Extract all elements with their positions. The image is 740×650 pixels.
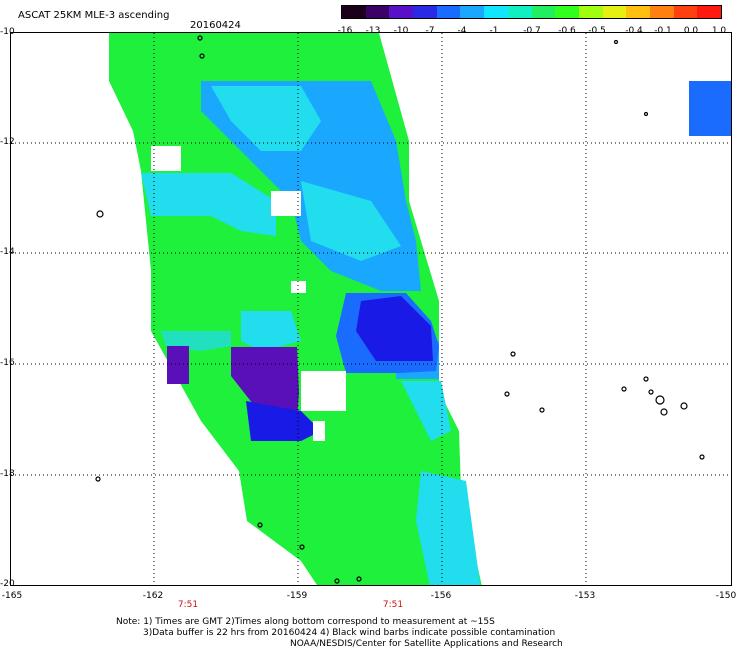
island-outline [197,35,203,41]
swath-cyan [141,173,276,236]
color-scale-tick: -10 [393,26,409,36]
lat-label: -10 [0,27,15,37]
color-scale-swatch [365,6,390,18]
island-outline [299,544,305,550]
color-scale-swatch [578,6,603,18]
color-scale-swatch [697,6,721,18]
time-label: 7:51 [382,600,404,610]
color-scale-swatch [460,6,485,18]
island-outline [96,210,104,218]
color-scale-swatch [484,6,508,18]
color-scale-swatch [649,6,674,18]
island-outline [504,391,510,397]
island-outline [648,389,654,395]
note-line-1: Note: 1) Times are GMT 2)Times along bot… [116,617,495,627]
color-scale-swatch [389,6,414,18]
lon-label: -165 [1,591,23,601]
lat-label: -14 [0,247,15,257]
color-scale-swatch [436,6,461,18]
color-scale-tick: -0.1 [654,26,672,36]
color-scale-swatch [531,6,556,18]
color-scale-swatch [413,6,437,18]
swath-blue-block [689,81,731,136]
swath-cyan [211,86,321,151]
data-gap [313,421,325,441]
color-scale-tick: 0.0 [683,26,699,36]
island-outline [199,53,205,59]
swath-cyan [416,471,481,585]
island-outline [660,408,668,416]
color-scale-tick: -7 [425,26,435,36]
data-gap [271,191,301,216]
data-gap [151,146,181,171]
color-scale-swatch [673,6,698,18]
lat-label: -16 [0,358,15,368]
island-outline [257,522,263,528]
island-outline [643,376,649,382]
lon-label: -150 [715,591,737,601]
color-scale-swatch [626,6,650,18]
island-outline [643,111,649,117]
product-date: 20160424 [190,20,241,31]
swath-map [10,32,732,586]
color-scale-swatch [555,6,579,18]
lat-label: -18 [0,469,15,479]
color-scale-tick: -4 [457,26,467,36]
color-scale-tick: -0.6 [558,26,576,36]
lon-label: -159 [286,591,308,601]
island-outline [655,395,665,405]
island-outline [356,576,362,582]
color-scale-tick: -0.5 [588,26,606,36]
color-scale-tick: -16 [337,26,353,36]
island-outline [510,351,516,357]
lon-label: -162 [142,591,164,601]
time-label: 7:51 [177,600,199,610]
note-line-2: 3)Data buffer is 22 hrs from 20160424 4)… [143,628,556,638]
color-scale-tick: 1.0 [711,26,727,36]
data-gap [291,281,306,293]
color-scale-swatch [602,6,627,18]
lon-label: -153 [574,591,596,601]
island-outline [699,454,705,460]
color-scale-swatch [507,6,532,18]
island-outline [334,578,340,584]
product-title: ASCAT 25KM MLE-3 ascending [18,10,170,21]
data-gap [301,371,346,411]
color-scale-tick: -0.4 [625,26,643,36]
swath-purple [167,346,189,384]
island-outline [680,402,688,410]
swath-dark-blue [246,401,321,441]
island-outline [613,39,619,45]
lon-label: -156 [430,591,452,601]
swath-purple [231,347,299,427]
swath-dark-blue [356,296,433,361]
color-scale-bar [341,5,722,19]
swath-map-canvas [11,33,731,585]
island-outline [621,386,627,392]
swath-cyan [241,311,301,351]
note-line-3: NOAA/NESDIS/Center for Satellite Applica… [290,639,563,649]
color-scale-tick: -13 [365,26,381,36]
island-outline [539,407,545,413]
color-scale-tick: -1 [489,26,499,36]
lat-label: -20 [0,579,15,589]
swath-cyan [401,381,451,441]
island-outline [95,476,101,482]
color-scale-tick: -0.7 [523,26,541,36]
lat-label: -12 [0,137,15,147]
swath-cyan [301,181,401,261]
color-scale-swatch [342,6,366,18]
